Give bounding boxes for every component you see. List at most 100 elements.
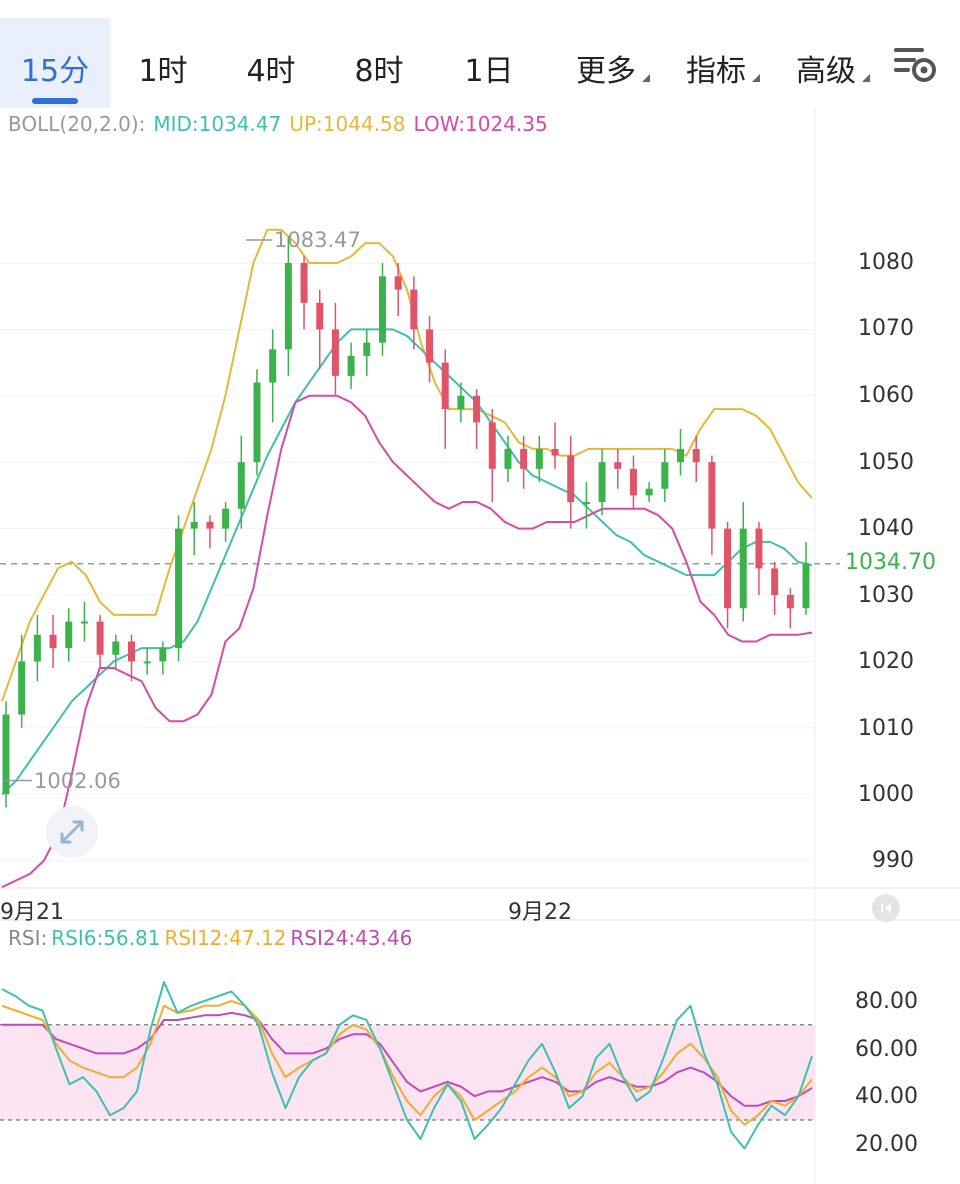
chart-settings-icon: [894, 48, 936, 82]
candle-body: [724, 528, 732, 609]
current-price-label: 1034.70: [840, 550, 936, 580]
rsi-tick: 40.00: [855, 1084, 918, 1109]
tab-1d[interactable]: 1日: [444, 18, 534, 108]
candle-body: [771, 568, 779, 595]
candle-body: [739, 528, 747, 609]
tab-advanced-label: 高级: [796, 54, 856, 89]
candle-body: [112, 641, 120, 655]
candle-body: [551, 448, 559, 456]
candle-body: [645, 488, 653, 496]
tab-more-dropdown[interactable]: 更多: [558, 18, 654, 108]
rsi24-line: [2, 1011, 813, 1107]
price-tick: 1040: [858, 516, 914, 541]
candle-body: [65, 621, 73, 649]
candle-body: [598, 462, 606, 503]
price-tick: 1070: [858, 316, 914, 341]
tab-indicators-label: 指标: [686, 54, 746, 89]
candle-body: [629, 468, 637, 496]
candle-body: [488, 422, 496, 469]
tab-15m[interactable]: 15分: [0, 18, 110, 108]
chart-settings-button[interactable]: [890, 42, 940, 86]
candle-body: [300, 263, 308, 303]
candle-body: [363, 342, 371, 356]
price-tick: 1010: [858, 716, 914, 741]
chart-markers: [4, 239, 272, 782]
candle-body: [96, 621, 104, 655]
candle-body: [33, 634, 41, 662]
candle-body: [2, 714, 10, 795]
expand-icon: [60, 820, 84, 844]
candle-body: [49, 634, 57, 649]
boll-up-label: UP:1044.58: [289, 112, 406, 136]
price-tick: 1000: [858, 782, 914, 807]
candle-body: [80, 621, 88, 624]
chart-grid: [0, 108, 960, 1184]
candle-body: [504, 448, 512, 469]
candle-body: [190, 521, 198, 529]
high-price-label: 1083.47: [274, 228, 361, 252]
candle-body: [520, 448, 528, 469]
tab-4h-label: 4时: [246, 54, 296, 89]
rsi24-label: RSI24:43.46: [290, 926, 413, 950]
boll-mid-line: [1, 328, 813, 795]
boll-name: BOLL(20,2.0):: [8, 112, 146, 136]
candle-body: [316, 302, 324, 330]
candle-body: [253, 382, 261, 463]
rsi12-label: RSI12:47.12: [164, 926, 287, 950]
candle-body: [284, 263, 292, 350]
bollinger-bands: [1, 228, 813, 889]
price-tick: 1020: [858, 649, 914, 674]
boll-mid-label: MID:1034.47: [153, 112, 282, 136]
candle-body: [378, 276, 386, 343]
candle-body: [802, 563, 810, 609]
boll-legend: BOLL(20,2.0): MID:1034.47 UP:1044.58 LOW:10…: [8, 112, 556, 136]
rsi-band-fill: [0, 1024, 815, 1120]
tab-1h-label: 1时: [138, 54, 188, 89]
price-tick: 1080: [858, 250, 914, 275]
rsi-lines: [1, 981, 813, 1150]
boll-low-label: LOW:1024.35: [413, 112, 548, 136]
rsi-name: RSI:: [8, 926, 48, 950]
tab-1h[interactable]: 1时: [118, 18, 208, 108]
boll-lower-line: [1, 394, 813, 889]
rsi-tick: 80.00: [855, 989, 918, 1014]
candle-body: [677, 448, 685, 463]
dropdown-caret-icon: [642, 74, 650, 82]
date-label: 9月22: [508, 900, 572, 925]
price-tick: 1030: [858, 583, 914, 608]
tab-15m-label: 15分: [20, 54, 90, 89]
rsi12-line: [1, 1000, 813, 1126]
candle-body: [143, 661, 151, 664]
candle-body: [786, 595, 794, 609]
tab-4h[interactable]: 4时: [226, 18, 316, 108]
candle-body: [222, 508, 230, 529]
candle-body: [426, 329, 434, 363]
candle-body: [567, 455, 575, 503]
tab-more-label: 更多: [576, 54, 636, 89]
candle-body: [269, 349, 277, 383]
tab-1d-label: 1日: [464, 54, 514, 89]
rsi6-label: RSI6:56.81: [51, 926, 161, 950]
candle-body: [614, 462, 622, 469]
candle-body: [410, 289, 418, 330]
date-label: 9月21: [0, 900, 64, 925]
tab-8h-label: 8时: [354, 54, 404, 89]
price-chart[interactable]: [0, 108, 960, 1184]
candle-body: [441, 362, 449, 410]
low-price-label: 1002.06: [34, 769, 121, 793]
candle-body: [457, 395, 465, 410]
candle-body: [661, 462, 669, 489]
tab-indicators-dropdown[interactable]: 指标: [668, 18, 764, 108]
rsi-legend: RSI: RSI6:56.81 RSI12:47.12 RSI24:43.46: [8, 926, 416, 950]
tab-8h[interactable]: 8时: [334, 18, 424, 108]
scroll-to-latest-button[interactable]: [872, 894, 900, 922]
candle-body: [535, 448, 543, 469]
fullscreen-button[interactable]: [46, 806, 98, 858]
timeframe-toolbar: 15分 1时 4时 8时 1日 更多 指标 高级: [0, 0, 960, 108]
candle-body: [127, 641, 135, 662]
candle-body: [473, 395, 481, 423]
skip-to-end-icon: [881, 903, 891, 913]
tab-advanced-dropdown[interactable]: 高级: [778, 18, 874, 108]
candle-body: [206, 521, 214, 529]
rsi-tick: 60.00: [855, 1037, 918, 1062]
